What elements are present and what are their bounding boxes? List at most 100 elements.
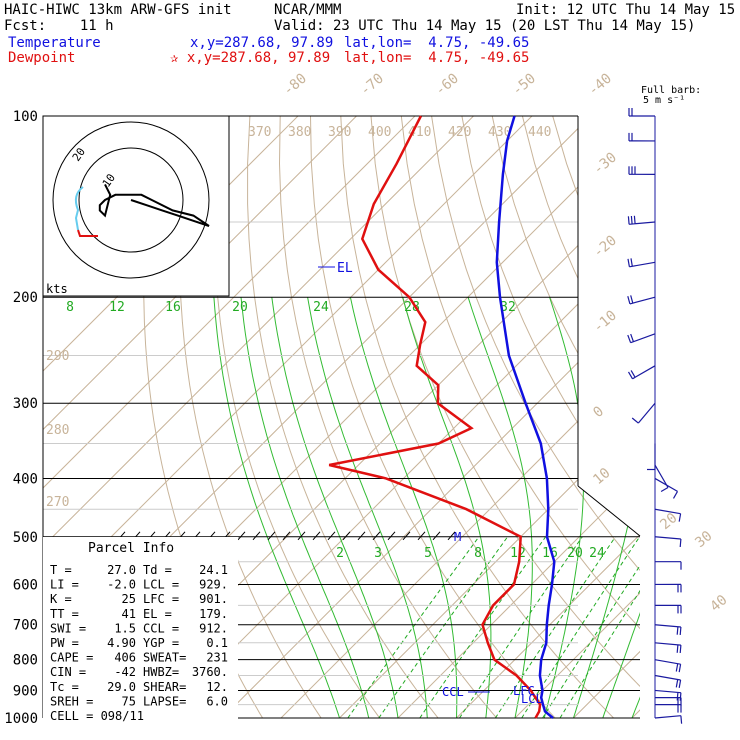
temperature-latlon: lat,lon= 4.75, -49.65 bbox=[344, 35, 530, 51]
mixing-ratio-label: 12 bbox=[109, 300, 125, 315]
theta-label: 290 bbox=[46, 349, 69, 364]
parcel-info-key: SWI = bbox=[50, 621, 86, 635]
isotherm-line bbox=[43, 116, 474, 718]
hatch-tick bbox=[297, 531, 306, 541]
mixing-ratio-line bbox=[494, 536, 616, 718]
temperature-xy: x,y=287.68, 97.89 bbox=[190, 35, 334, 51]
wind-barb bbox=[654, 624, 681, 628]
wind-barb-flag bbox=[680, 715, 683, 724]
mixing-ratio-label: 28 bbox=[404, 300, 420, 315]
wind-barb-flag bbox=[627, 371, 634, 380]
parcel-info-key: LCL = bbox=[143, 578, 179, 592]
parcel-info-key: PW = bbox=[50, 636, 79, 650]
mixing-ratio-label: 24 bbox=[313, 300, 329, 315]
dry-adiabat-line bbox=[704, 116, 740, 718]
mixing-ratio-label: 12 bbox=[510, 546, 526, 561]
model-title: HAIC-HIWC 13km ARW-GFS init bbox=[4, 2, 232, 18]
parcel-info-key: T = bbox=[50, 563, 72, 577]
dry-adiabat-line bbox=[734, 116, 740, 718]
parcel-info-value: 179. bbox=[199, 607, 228, 621]
pressure-tick-label: 800 bbox=[13, 653, 38, 669]
wind-barb-flag bbox=[679, 538, 682, 548]
mixing-ratio-label: 20 bbox=[567, 546, 583, 561]
parcel-info-key: SWEAT= bbox=[143, 651, 186, 665]
valid-time: Valid: 23 UTC Thu 14 May 15 (20 LST Thu … bbox=[274, 18, 696, 34]
hatch-tick bbox=[402, 531, 411, 541]
parcel-info-value: 929. bbox=[199, 578, 228, 592]
parcel-info-value: 27.0 bbox=[107, 563, 136, 577]
wind-barb-flag bbox=[678, 513, 682, 522]
isotherm-line bbox=[43, 116, 357, 718]
mixing-ratio-label: 32 bbox=[500, 300, 516, 315]
parcel-info-value: -2.0 bbox=[107, 578, 136, 592]
wind-barb-flag bbox=[678, 664, 682, 673]
parcel-info-value: 0.1 bbox=[206, 636, 228, 650]
dry-adiabat-line bbox=[247, 116, 439, 718]
parcel-info-key: LFC = bbox=[143, 592, 179, 606]
wind-barb-flag bbox=[630, 370, 636, 378]
wind-barb bbox=[637, 402, 656, 424]
wind-barb-flag bbox=[676, 692, 679, 701]
mixing-ratio-label: 24 bbox=[589, 546, 605, 561]
header: HAIC-HIWC 13km ARW-GFS init NCAR/MMM Ini… bbox=[0, 0, 740, 70]
hatch-tick bbox=[387, 531, 396, 541]
hatch-tick bbox=[267, 531, 276, 541]
wind-barb bbox=[654, 674, 681, 681]
wind-barb-flag bbox=[675, 679, 679, 688]
hatch-tick bbox=[357, 531, 366, 541]
theta-label: 270 bbox=[46, 495, 69, 510]
dry-adiabat-line bbox=[582, 116, 640, 718]
hatch-tick bbox=[252, 531, 261, 541]
isotherm-label: 30 bbox=[692, 528, 715, 551]
m-label: M bbox=[454, 530, 461, 544]
moist-adiabat-line bbox=[631, 297, 640, 718]
wind-barb-flag bbox=[630, 333, 634, 342]
isotherm-label: -20 bbox=[590, 233, 620, 262]
moist-adiabat-line bbox=[602, 297, 640, 718]
hatch-tick bbox=[342, 531, 351, 541]
parcel-info-value: 912. bbox=[199, 621, 228, 635]
wind-barb bbox=[629, 261, 656, 268]
parcel-info-value: 25 bbox=[122, 592, 136, 606]
isotherm-line bbox=[456, 116, 640, 718]
wind-barb bbox=[629, 296, 656, 305]
pressure-tick-label: 900 bbox=[13, 683, 38, 699]
wind-barb bbox=[654, 477, 678, 492]
parcel-info-key: Td = bbox=[143, 563, 172, 577]
isotherm-label: 40 bbox=[707, 592, 730, 615]
mixing-ratio-label: 16 bbox=[165, 300, 181, 315]
mixing-ratio-label: 20 bbox=[232, 300, 248, 315]
parcel-info-key: CCL = bbox=[143, 621, 179, 635]
wind-barb-flag bbox=[627, 334, 632, 343]
moist-adiabat-line bbox=[307, 297, 428, 718]
isotherm-label: -40 bbox=[585, 71, 615, 100]
hodograph-kts-label: kts bbox=[46, 282, 68, 296]
dry-adiabat-line bbox=[552, 116, 640, 718]
wind-barb-flag bbox=[676, 644, 679, 653]
dry-adiabat-line bbox=[612, 116, 640, 718]
moist-adiabat-line bbox=[467, 297, 533, 718]
dewpoint-line bbox=[328, 115, 542, 719]
wind-barb-flag bbox=[675, 663, 679, 672]
temperature-line bbox=[495, 115, 556, 719]
hatch-tick bbox=[432, 531, 441, 541]
moist-adiabat-line bbox=[349, 297, 458, 718]
wind-barb-flag bbox=[679, 626, 682, 636]
right-axis-slant bbox=[577, 485, 641, 537]
barb-legend-units: 5 m s⁻¹ bbox=[643, 95, 685, 106]
parcel-info-key: LI = bbox=[50, 578, 79, 592]
theta-label: 440 bbox=[528, 125, 551, 140]
parcel-info-key: Tc = bbox=[50, 680, 79, 694]
plot-area bbox=[43, 116, 740, 718]
mixing-ratio-label: 5 bbox=[424, 546, 432, 561]
mixing-ratio-label: 8 bbox=[474, 546, 482, 561]
isotherm-label: -10 bbox=[590, 308, 620, 337]
wind-barb-flag bbox=[679, 692, 682, 701]
mixing-ratio-label: 3 bbox=[374, 546, 382, 561]
dry-adiabat-line bbox=[278, 116, 497, 718]
lfc-label: LFC bbox=[513, 684, 535, 698]
isotherm-line bbox=[280, 116, 640, 718]
hodograph-ring-label: 20 bbox=[70, 145, 88, 163]
wind-barb bbox=[654, 715, 681, 719]
parcel-info-key: CELL = 098/11 bbox=[50, 709, 144, 723]
